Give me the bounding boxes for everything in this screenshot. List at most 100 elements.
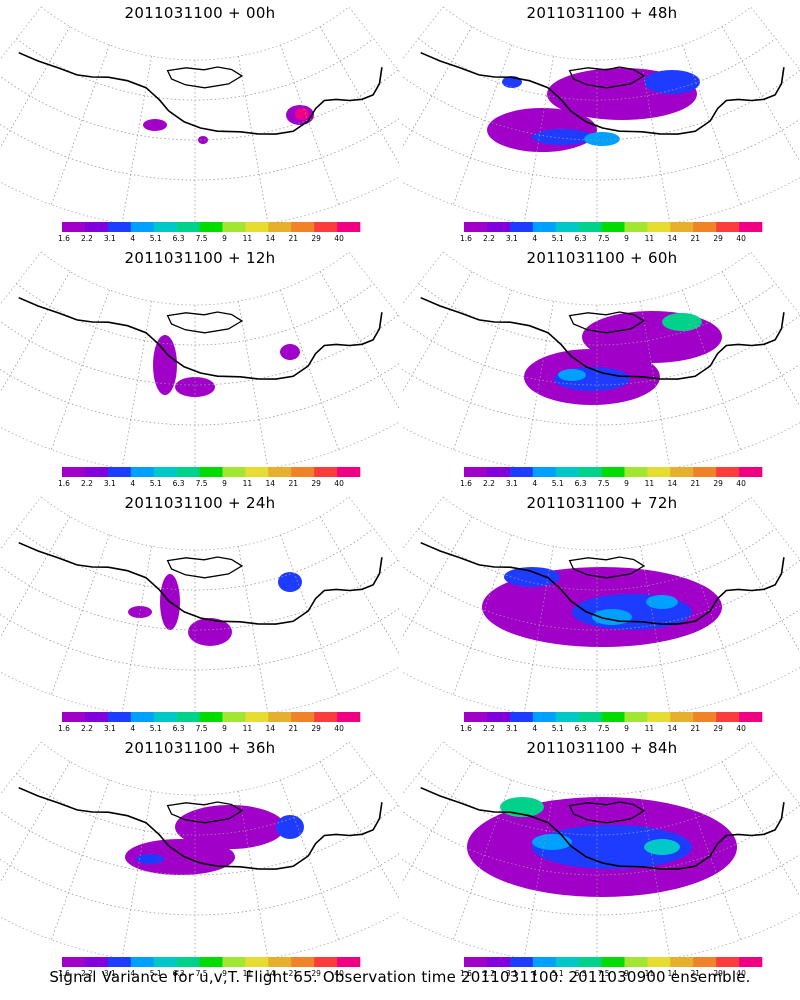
meridian-line <box>721 761 800 909</box>
variance-plume <box>188 618 232 646</box>
colorbar-label: 3.1 <box>506 479 518 488</box>
colorbar-label: 4 <box>532 234 537 243</box>
forecast-panel: 2011031100 + 72h 1.6 2.2 3.1 4 5.1 6.3 7.5 9 11 14… <box>402 490 800 735</box>
colorbar-swatch <box>176 712 200 722</box>
colorbar-swatch <box>84 467 109 477</box>
meridian-line <box>280 779 340 940</box>
colorbar-label: 1.6 <box>58 969 70 978</box>
colorbar-swatch <box>486 712 511 722</box>
colorbar-label: 4 <box>532 969 537 978</box>
colorbar-swatch <box>578 467 602 477</box>
colorbar-label: 9 <box>222 479 227 488</box>
colorbar-swatch <box>199 712 223 722</box>
colorbar-swatch <box>245 222 269 232</box>
variance-plume <box>136 854 164 864</box>
colorbar-label: 7.5 <box>196 724 208 733</box>
variance-map <box>402 496 800 721</box>
colorbar-label: 14 <box>266 969 276 978</box>
meridian-line <box>319 26 400 174</box>
meridian-line <box>319 516 400 664</box>
meridian-line <box>452 44 512 205</box>
colorbar-label: 2.2 <box>483 969 495 978</box>
colorbar-label: 7.5 <box>196 479 208 488</box>
colorbar-swatch <box>693 222 717 232</box>
colorbar-label: 7.5 <box>196 969 208 978</box>
meridian-line <box>682 534 742 695</box>
colorbar-swatch <box>268 467 292 477</box>
meridian-line <box>402 516 473 664</box>
latitude-line <box>0 591 400 671</box>
map-border <box>0 741 400 966</box>
colorbar-swatch <box>647 712 671 722</box>
colorbar-swatch <box>291 467 315 477</box>
variance-plume <box>646 595 678 609</box>
variance-plume <box>504 567 560 587</box>
arctic-islands <box>568 801 646 824</box>
meridian-line <box>721 26 800 174</box>
colorbar-swatch <box>670 467 694 477</box>
colorbar-label: 5.1 <box>552 479 564 488</box>
colorbar-swatch <box>222 957 246 967</box>
map-border <box>0 6 400 231</box>
meridian-line <box>280 44 340 205</box>
colorbar-swatch <box>199 467 223 477</box>
coastline <box>18 51 383 135</box>
meridian-line <box>121 301 152 469</box>
colorbar-label: 6.3 <box>173 724 185 733</box>
colorbar-swatch <box>532 222 556 232</box>
colorbar-swatch <box>314 957 338 967</box>
colorbar-label: 3.1 <box>104 479 116 488</box>
colorbar-label: 7.5 <box>598 969 610 978</box>
variance-map <box>0 741 400 966</box>
variance-plume <box>175 377 215 397</box>
variance-plume <box>295 108 309 120</box>
colorbar-swatch <box>601 222 625 232</box>
colorbar-swatch <box>107 712 132 722</box>
colorbar-label: 3.1 <box>104 969 116 978</box>
colorbar: 1.6 2.2 3.1 4 5.1 6.3 7.5 9 11 14 21 29 40 <box>460 957 763 978</box>
colorbar-swatch <box>555 467 579 477</box>
meridian-line <box>319 271 400 419</box>
colorbar-label: 1.6 <box>58 724 70 733</box>
colorbar-label: 40 <box>736 234 746 243</box>
meridian-line <box>238 546 269 714</box>
arctic-islands <box>166 801 244 824</box>
latitude-line <box>0 836 400 916</box>
panel-title: 2011031100 + 60h <box>526 249 678 267</box>
variance-plume <box>143 119 167 131</box>
forecast-panel: 2011031100 + 36h 1.6 2.2 3.1 4 5.1 6.3 7.5 9 11 14… <box>0 735 400 980</box>
colorbar-label: 3.1 <box>506 234 518 243</box>
meridian-line <box>121 546 152 714</box>
colorbar-swatch <box>107 467 132 477</box>
meridian-line <box>50 534 110 695</box>
colorbar-swatch <box>130 467 154 477</box>
colorbar-swatch <box>176 467 200 477</box>
colorbar-swatch <box>486 222 511 232</box>
colorbar-label: 29 <box>713 724 723 733</box>
variance-map <box>402 251 800 476</box>
colorbar-swatch <box>647 467 671 477</box>
colorbar-label: 1.6 <box>460 479 472 488</box>
colorbar-swatch <box>486 957 511 967</box>
colorbar-label: 40 <box>736 724 746 733</box>
colorbar: 1.6 2.2 3.1 4 5.1 6.3 7.5 9 11 14 21 29 40 <box>58 222 361 243</box>
variance-map <box>402 741 800 966</box>
colorbar-swatch <box>647 222 671 232</box>
colorbar-label: 6.3 <box>173 479 185 488</box>
colorbar-label: 40 <box>334 234 344 243</box>
colorbar-swatch <box>509 957 534 967</box>
meridian-line <box>452 534 512 695</box>
colorbar-label: 1.6 <box>58 234 70 243</box>
colorbar-label: 2.2 <box>81 479 93 488</box>
forecast-panel: 2011031100 + 12h 1.6 2.2 3.1 4 5.1 6.3 7.5 9 11 14… <box>0 245 400 490</box>
colorbar-swatch <box>624 712 648 722</box>
colorbar-swatch <box>268 712 292 722</box>
arctic-islands <box>166 311 244 334</box>
meridian-line <box>682 779 742 940</box>
variance-plume <box>532 834 572 850</box>
colorbar-label: 7.5 <box>598 724 610 733</box>
colorbar-label: 3.1 <box>506 969 518 978</box>
colorbar-swatch <box>62 222 86 232</box>
variance-plume <box>584 132 620 146</box>
meridian-line <box>50 779 110 940</box>
